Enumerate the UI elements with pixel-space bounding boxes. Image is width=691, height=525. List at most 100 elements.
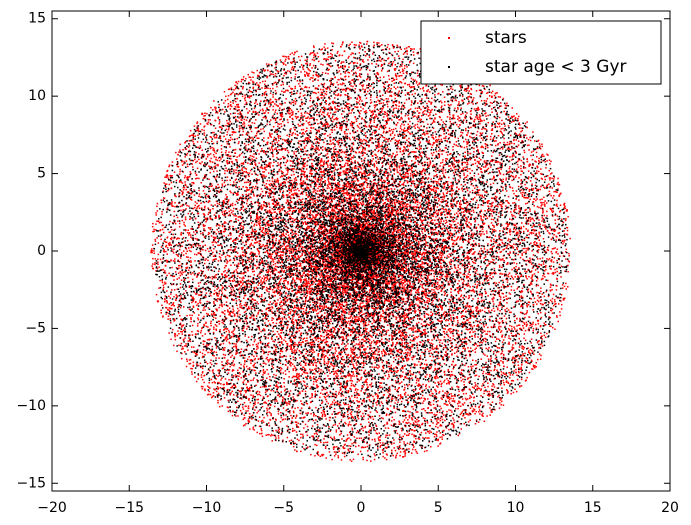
data-point (437, 319, 440, 321)
data-point (414, 124, 417, 126)
data-point (430, 431, 432, 433)
data-point (254, 362, 256, 365)
data-point (191, 182, 193, 184)
data-point (320, 369, 322, 371)
data-point (334, 94, 337, 96)
data-point (309, 253, 312, 256)
data-point (295, 421, 298, 423)
data-point (223, 294, 226, 296)
data-point (370, 328, 373, 330)
data-point (449, 223, 451, 225)
data-point (403, 441, 405, 443)
data-point (520, 159, 523, 162)
data-point (402, 230, 404, 233)
data-point (388, 374, 390, 376)
data-point (242, 163, 245, 165)
data-point (362, 84, 365, 86)
data-point (558, 194, 561, 196)
data-point (353, 62, 355, 65)
data-point (427, 276, 429, 279)
data-point (298, 265, 301, 267)
data-point (357, 336, 360, 338)
data-point (224, 336, 227, 339)
data-point (457, 407, 459, 410)
data-point (441, 266, 443, 269)
data-point (492, 392, 494, 395)
data-point (523, 313, 526, 316)
data-point (217, 381, 219, 384)
data-point (361, 387, 363, 389)
data-point (322, 413, 324, 416)
data-point (414, 338, 416, 340)
data-point (496, 224, 498, 227)
data-point (446, 129, 449, 131)
data-point (493, 140, 496, 142)
data-point (550, 160, 552, 163)
data-point (351, 306, 354, 308)
data-point (268, 103, 270, 105)
data-point (233, 293, 235, 295)
data-point (365, 192, 367, 194)
data-point (185, 208, 187, 210)
data-point (315, 322, 318, 324)
data-point (311, 217, 314, 219)
data-point (283, 297, 285, 299)
data-point (187, 212, 190, 215)
data-point (449, 375, 452, 378)
data-point (186, 204, 188, 207)
data-point (479, 341, 481, 344)
data-point (248, 97, 251, 99)
data-point (320, 83, 323, 85)
data-point (472, 285, 474, 288)
data-point (192, 166, 194, 168)
data-point (546, 215, 548, 217)
data-point (549, 163, 551, 165)
data-point (170, 238, 173, 241)
data-point (345, 317, 348, 319)
data-point (310, 280, 312, 282)
data-point (166, 307, 168, 309)
data-point (320, 180, 322, 182)
data-point (342, 341, 344, 344)
data-point (353, 391, 356, 394)
data-point (345, 185, 347, 188)
data-point (234, 238, 236, 241)
data-point (378, 329, 381, 331)
data-point (181, 205, 183, 207)
data-point (167, 177, 169, 179)
data-point (158, 222, 161, 224)
data-point (451, 195, 453, 197)
data-point (529, 257, 531, 259)
data-point (415, 303, 417, 305)
data-point (245, 320, 248, 322)
data-point (298, 125, 300, 127)
data-point (254, 299, 257, 301)
data-point (300, 55, 303, 58)
data-point (455, 205, 457, 208)
data-point (332, 217, 335, 220)
data-point (161, 280, 163, 282)
data-point (236, 264, 238, 266)
data-point (298, 269, 301, 272)
data-point (266, 123, 268, 126)
data-point (333, 379, 335, 382)
data-point (364, 105, 366, 107)
data-point (531, 173, 533, 176)
data-point (210, 320, 212, 323)
data-point (319, 122, 322, 124)
data-point (403, 315, 405, 317)
data-point (322, 52, 324, 54)
data-point (402, 371, 404, 373)
data-point (413, 337, 415, 339)
data-point (417, 298, 420, 301)
data-point (269, 306, 271, 309)
data-point (227, 103, 230, 105)
data-point (385, 331, 388, 334)
data-point (440, 134, 442, 137)
data-point (312, 201, 314, 203)
data-point (325, 457, 327, 459)
data-point (401, 256, 404, 258)
data-point (283, 378, 285, 380)
data-point (285, 233, 287, 235)
data-point (525, 186, 527, 189)
